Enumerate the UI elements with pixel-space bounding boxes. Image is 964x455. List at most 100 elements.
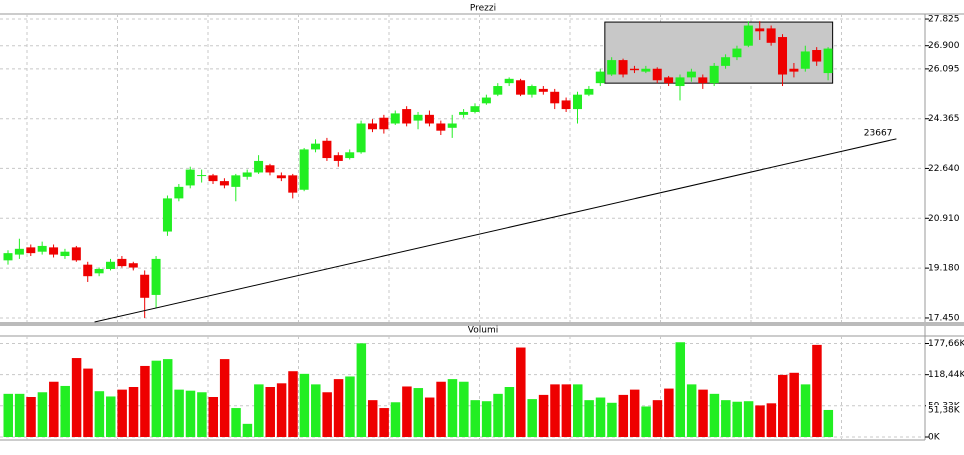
volume-bar xyxy=(174,389,184,437)
last-value-box xyxy=(926,404,964,415)
candle-body xyxy=(49,247,59,255)
candle-body xyxy=(242,172,252,177)
volume-bar xyxy=(538,394,549,437)
candle-body xyxy=(254,160,264,173)
candle-body xyxy=(778,37,788,75)
candle-body xyxy=(367,123,377,130)
volume-bar xyxy=(527,399,537,437)
volume-bar xyxy=(311,384,321,437)
volume-title: Volumi xyxy=(468,326,498,336)
candle-body xyxy=(219,181,229,186)
candle-body xyxy=(618,60,628,75)
volume-bar xyxy=(208,397,219,437)
candle-body xyxy=(424,114,434,124)
volume-bar xyxy=(3,393,13,437)
volume-bar xyxy=(447,379,458,437)
candle-body xyxy=(607,60,617,75)
volume-bar xyxy=(288,371,298,437)
volume-bar xyxy=(573,384,583,437)
candle-body xyxy=(345,152,355,159)
candle-body xyxy=(527,86,537,95)
candle-body xyxy=(629,68,639,71)
volume-bar xyxy=(265,387,275,437)
volume-bar xyxy=(254,384,264,437)
volume-bar xyxy=(151,360,162,437)
volume-bar xyxy=(345,376,355,437)
candle-body xyxy=(436,123,446,131)
volume-bar xyxy=(276,383,287,437)
volume-bar xyxy=(812,344,822,437)
candle-body xyxy=(470,106,480,112)
volume-bar xyxy=(117,389,127,437)
candle-body xyxy=(208,175,218,182)
volume-bar xyxy=(71,358,82,437)
candle-body xyxy=(675,77,685,87)
y-tick-label: 26.095 xyxy=(928,64,960,74)
volume-bar xyxy=(561,384,572,437)
candle-body xyxy=(743,25,753,46)
volume-bar xyxy=(629,389,640,437)
candle-body xyxy=(595,71,605,84)
candle-body xyxy=(94,268,104,274)
volume-bar xyxy=(721,400,731,437)
y-tick-label: 17.450 xyxy=(928,313,960,323)
volume-bar xyxy=(755,405,765,437)
candle-body xyxy=(311,143,321,150)
volume-bar xyxy=(26,397,36,437)
candle-body xyxy=(276,175,286,179)
volume-bar xyxy=(390,402,401,437)
candle-body xyxy=(390,113,400,124)
volume-bar xyxy=(675,342,686,437)
candle-body xyxy=(652,68,662,81)
candle-body xyxy=(550,91,560,104)
volume-bar xyxy=(698,389,708,437)
candle-body xyxy=(812,50,822,62)
volume-bar xyxy=(652,400,663,437)
candle-body xyxy=(379,117,389,130)
candle-body xyxy=(128,263,138,268)
candle-body xyxy=(766,28,776,43)
volume-bar xyxy=(800,384,811,437)
volume-bar xyxy=(299,373,310,437)
volume-bar xyxy=(94,391,105,437)
volume-bar xyxy=(140,365,150,437)
candle-body xyxy=(538,88,548,92)
y-tick-label: 19.180 xyxy=(928,264,960,274)
candle-body xyxy=(37,245,47,252)
volume-bar xyxy=(60,385,70,437)
candle-body xyxy=(333,155,343,161)
volume-bar xyxy=(664,388,674,437)
volume-bar xyxy=(584,400,594,437)
chart-title: Prezzi xyxy=(470,4,496,14)
volume-bar xyxy=(641,406,651,437)
volume-bar xyxy=(550,384,560,437)
candle-body xyxy=(516,80,526,95)
candle-body xyxy=(481,97,491,104)
candle-body xyxy=(197,175,207,177)
volume-bar xyxy=(379,408,389,437)
volume-bar xyxy=(106,396,116,437)
candle-body xyxy=(151,258,161,295)
y-tick-label: 24.365 xyxy=(928,114,960,124)
volume-bar xyxy=(470,400,480,437)
candle-body xyxy=(231,175,241,187)
volume-bar xyxy=(231,408,241,437)
candle-body xyxy=(106,261,116,269)
volume-bar xyxy=(709,393,720,437)
volume-bar xyxy=(83,368,93,437)
y-tick-label: 26.900 xyxy=(928,41,960,51)
volume-bar xyxy=(481,401,492,437)
candle-body xyxy=(447,123,457,128)
volume-bar xyxy=(743,401,754,437)
candle-body xyxy=(140,274,150,298)
candle-body xyxy=(3,253,13,261)
candle-body xyxy=(789,68,799,72)
volume-bar xyxy=(789,372,799,437)
y-tick-label: 118,44K xyxy=(928,370,964,380)
candle-body xyxy=(459,111,469,115)
candle-body xyxy=(584,88,594,95)
candle-body xyxy=(709,65,719,84)
volume-bar xyxy=(219,359,230,437)
volume-bar xyxy=(436,381,446,437)
